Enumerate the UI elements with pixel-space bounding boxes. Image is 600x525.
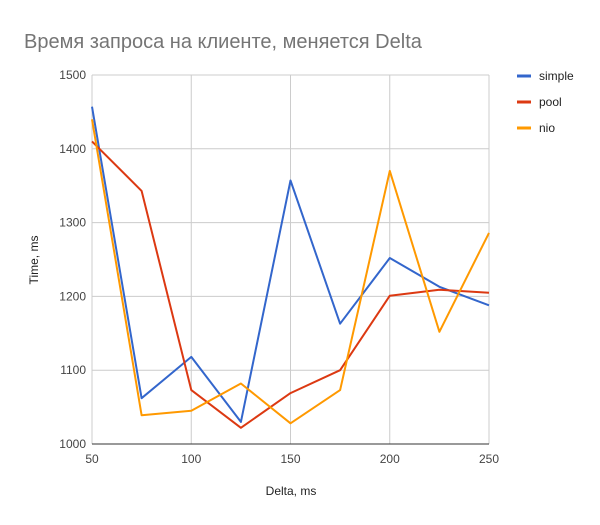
series-line-pool [91,140,490,429]
y-axis-label: Time, ms [27,236,41,285]
series-lines [91,106,490,429]
y-tick-label: 1200 [59,289,86,303]
x-tick-label: 100 [181,452,201,466]
y-tick-label: 1400 [59,142,86,156]
y-tick-label: 1300 [59,216,86,230]
x-tick-label: 200 [380,452,400,466]
x-tick-label: 50 [85,452,99,466]
grid [91,74,490,445]
legend: simple pool nio [517,69,574,135]
x-tick-label: 150 [280,452,300,466]
series-line-nio [91,119,490,425]
x-tick-label: 250 [479,452,499,466]
chart-title: Время запроса на клиенте, меняется Delta [24,31,423,53]
x-axis-ticks: 50 100 150 200 250 [85,452,499,466]
y-axis-ticks: 1000 1100 1200 1300 1400 1500 [59,68,86,451]
legend-label-nio: nio [539,121,555,135]
y-tick-label: 1100 [60,363,86,377]
legend-label-simple: simple [539,69,574,83]
y-tick-label: 1000 [59,437,86,451]
x-axis-label: Delta, ms [266,484,317,498]
legend-label-pool: pool [539,95,562,109]
y-tick-label: 1500 [59,68,86,82]
